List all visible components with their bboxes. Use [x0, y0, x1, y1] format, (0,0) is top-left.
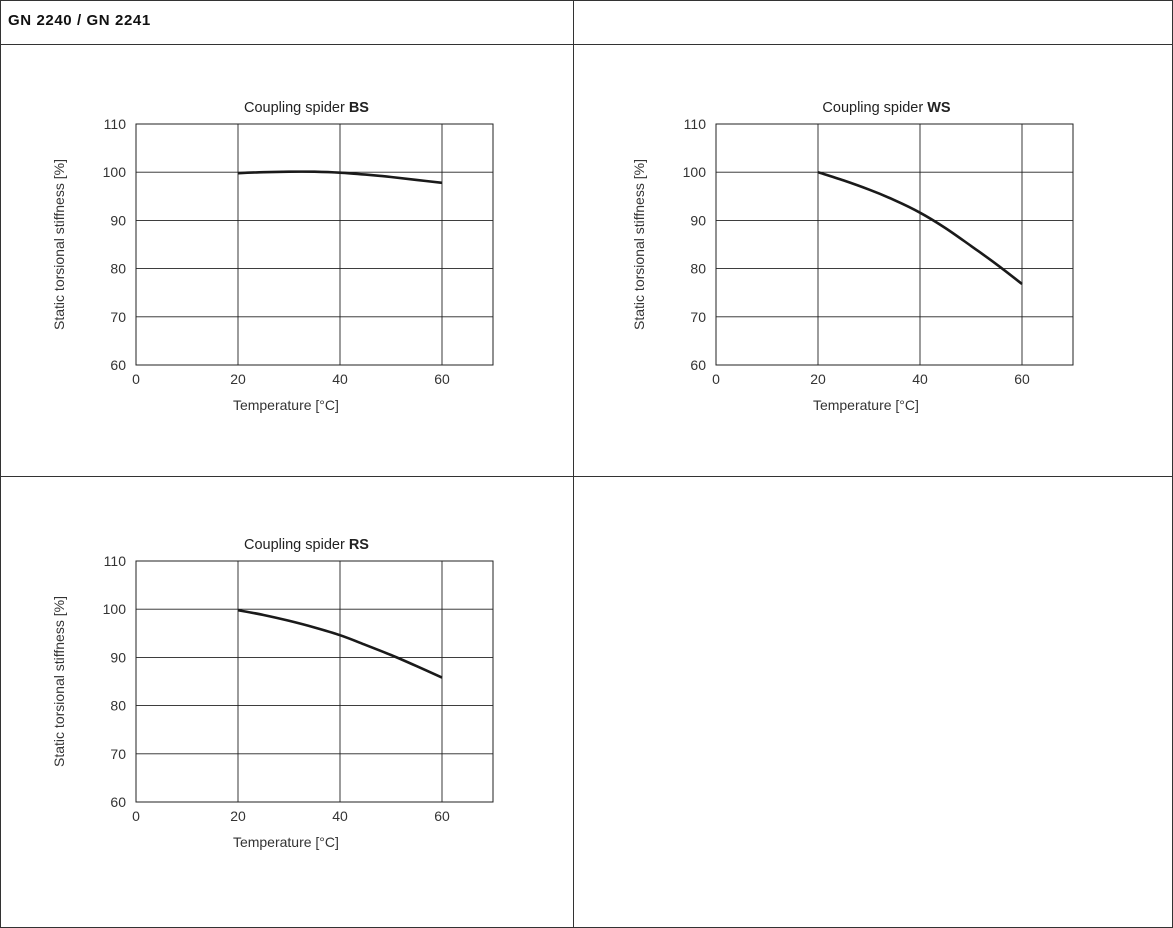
y-tick-label: 70: [110, 309, 126, 325]
x-tick-label: 0: [132, 371, 140, 387]
y-tick-label: 70: [110, 746, 126, 762]
chart-title-bold: RS: [349, 537, 369, 553]
x-tick-label: 0: [712, 371, 720, 387]
center-divider: [573, 0, 574, 928]
series-line: [817, 170, 1023, 286]
x-tick-label: 20: [230, 808, 246, 824]
top-border: [0, 0, 1173, 1]
x-axis-label: Temperature [°C]: [233, 834, 339, 850]
y-axis-label: Static torsional stiffness [%]: [51, 159, 67, 330]
x-tick-label: 40: [332, 808, 348, 824]
y-tick-label: 80: [690, 261, 706, 277]
chart-bs: Coupling spider BS 60 70 80 90 100 110 0 20 40 60 T…: [40, 92, 510, 432]
x-tick-label: 20: [810, 371, 826, 387]
x-tick-label: 60: [434, 808, 450, 824]
y-tick-label: 100: [103, 164, 127, 180]
y-tick-label: 90: [110, 649, 126, 665]
y-tick-label: 60: [690, 357, 706, 373]
y-tick-label: 90: [690, 212, 706, 228]
y-tick-label: 100: [103, 601, 127, 617]
chart-bs-svg: Coupling spider BS 60 70 80 90 100 110 0 20 40 60 T…: [51, 100, 494, 413]
x-tick-label: 0: [132, 808, 140, 824]
chart-title-prefix: Coupling spider: [822, 100, 927, 116]
left-border: [0, 0, 1, 928]
chart-title-bold: WS: [927, 100, 951, 116]
y-tick-label: 80: [110, 261, 126, 277]
chart-title: Coupling spider WS: [822, 100, 950, 116]
y-axis-label: Static torsional stiffness [%]: [51, 596, 67, 767]
x-axis-label: Temperature [°C]: [233, 397, 339, 413]
chart-title-prefix: Coupling spider: [244, 100, 349, 116]
y-tick-label: 60: [110, 357, 126, 373]
y-tick-label: 80: [110, 698, 126, 714]
chart-ws: Coupling spider WS 60 70 80 90 100 110 0 20 40 60 T…: [620, 92, 1090, 432]
chart-ws-svg: Coupling spider WS 60 70 80 90 100 110 0 20 40 60 T…: [631, 100, 1074, 413]
x-tick-label: 60: [434, 371, 450, 387]
plot-frame: [135, 123, 494, 366]
chart-title: Coupling spider RS: [244, 537, 369, 553]
y-tick-label: 90: [110, 212, 126, 228]
y-tick-label: 110: [684, 116, 707, 132]
chart-title-prefix: Coupling spider: [244, 537, 349, 553]
y-tick-label: 110: [104, 553, 127, 569]
chart-rs-svg: Coupling spider RS 60 70 80 90 100 110 0 20 40 60 T…: [51, 537, 494, 850]
header-title: GN 2240 / GN 2241: [8, 12, 151, 29]
chart-rs: Coupling spider RS 60 70 80 90 100 110 0 20 40 60 T…: [40, 529, 510, 869]
row-divider: [0, 476, 1173, 477]
y-tick-label: 110: [104, 116, 127, 132]
series-line: [237, 170, 443, 185]
plot-frame: [715, 123, 1074, 366]
y-tick-label: 70: [690, 309, 706, 325]
x-axis-label: Temperature [°C]: [813, 397, 919, 413]
chart-title: Coupling spider BS: [244, 100, 369, 116]
x-tick-label: 20: [230, 371, 246, 387]
plot-frame: [135, 560, 494, 803]
header-divider: [0, 44, 1173, 45]
x-tick-label: 60: [1014, 371, 1030, 387]
y-tick-label: 60: [110, 794, 126, 810]
x-tick-label: 40: [912, 371, 928, 387]
x-tick-label: 40: [332, 371, 348, 387]
y-tick-label: 100: [683, 164, 707, 180]
chart-title-bold: BS: [349, 100, 369, 116]
series-line: [237, 608, 443, 679]
y-axis-label: Static torsional stiffness [%]: [631, 159, 647, 330]
